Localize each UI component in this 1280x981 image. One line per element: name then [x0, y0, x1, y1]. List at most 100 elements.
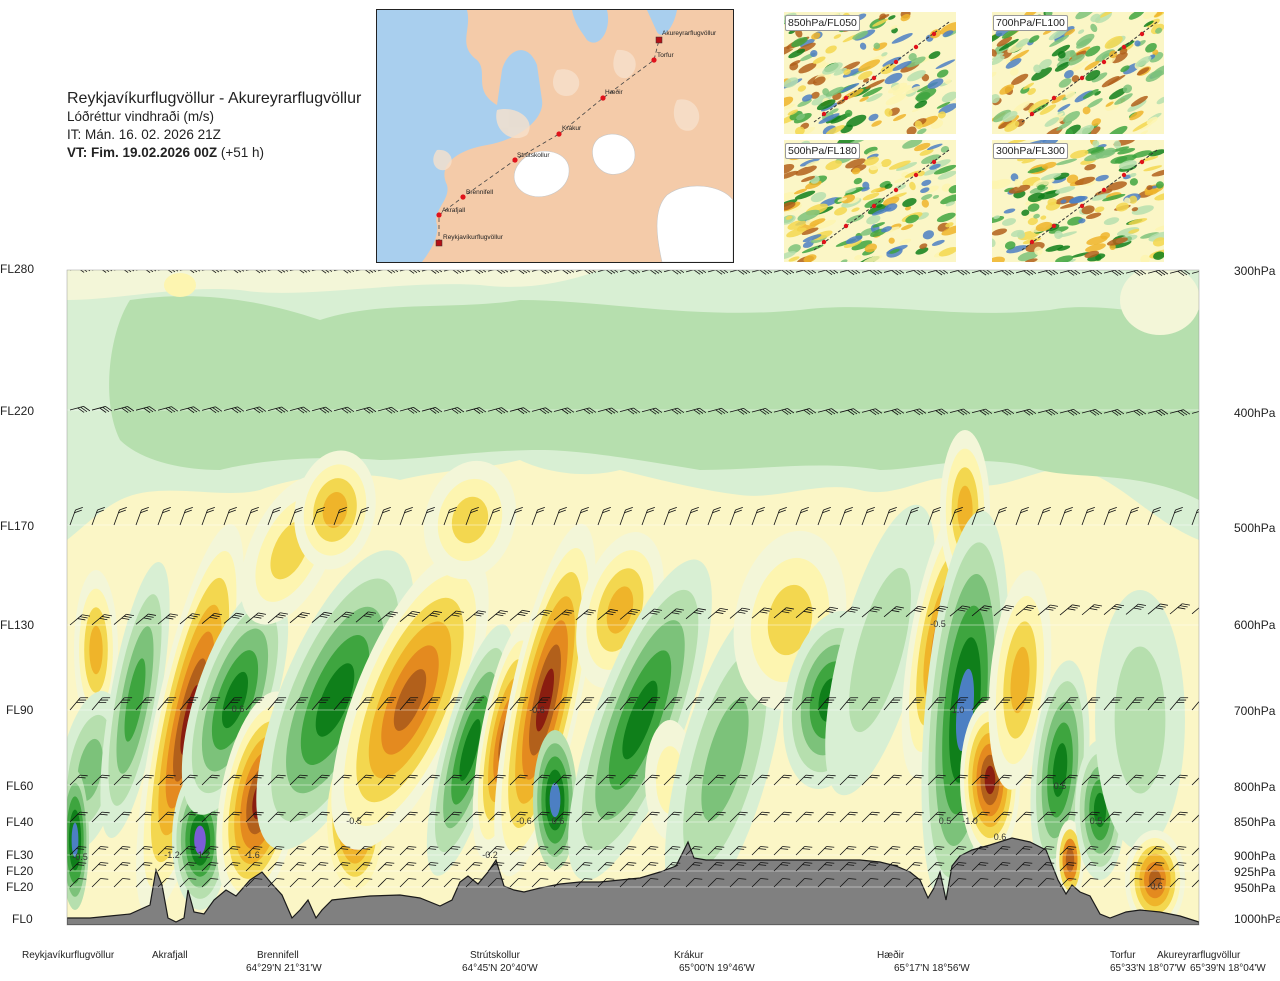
- barb-feather: [1090, 862, 1099, 864]
- contour-band: [701, 698, 749, 822]
- mini-cell: [825, 45, 837, 54]
- barb-staff: [311, 846, 321, 856]
- wind-barb: [311, 862, 329, 872]
- barb-feather: [126, 613, 135, 617]
- barb-feather: [672, 878, 681, 880]
- wind-barb: [377, 270, 399, 274]
- mini-cell: [1054, 61, 1070, 72]
- barb-feather: [1161, 270, 1169, 275]
- barb-feather: [913, 609, 922, 612]
- wind-barb: [619, 862, 637, 872]
- wind-barb: [971, 774, 990, 786]
- location-name: Akureyrarflugvöllur: [1157, 950, 1241, 961]
- mini-cell: [1024, 258, 1038, 262]
- wind-barb: [245, 406, 267, 414]
- barb-feather: [275, 776, 284, 779]
- mini-cell: [1001, 218, 1017, 226]
- barb-feather: [1154, 701, 1163, 703]
- barb-feather: [454, 270, 462, 274]
- barb-feather: [1177, 270, 1185, 277]
- wind-barb: [949, 846, 967, 856]
- barb-feather: [275, 270, 283, 274]
- barb-feather: [145, 774, 154, 777]
- barb-feather: [693, 270, 701, 275]
- barb-feather: [957, 609, 966, 612]
- mini-cell: [999, 84, 1015, 95]
- barb-feather: [605, 776, 614, 779]
- wind-barb: [355, 846, 373, 856]
- mini-cell: [1084, 153, 1104, 162]
- barb-feather: [984, 605, 993, 608]
- fl-label: FL20: [6, 880, 34, 894]
- mini-cell: [787, 219, 806, 230]
- barb-feather: [122, 699, 131, 701]
- barb-feather: [1025, 774, 1034, 777]
- mini-cell: [1038, 59, 1052, 70]
- barb-feather: [214, 613, 223, 616]
- barb-staff: [1147, 409, 1162, 414]
- barb-feather: [564, 408, 572, 414]
- mini-cell: [863, 78, 870, 83]
- barb-feather: [184, 509, 192, 514]
- barb-feather: [960, 697, 969, 699]
- barb-feather: [1048, 270, 1056, 275]
- barb-feather: [892, 846, 901, 848]
- barb-feather: [448, 509, 456, 514]
- wind-barb: [1191, 774, 1199, 786]
- barb-feather: [893, 774, 902, 777]
- barb-feather: [737, 813, 746, 816]
- barb-feather: [1178, 862, 1187, 864]
- barb-feather: [611, 407, 619, 413]
- mini-cell: [1111, 52, 1128, 64]
- barb-feather: [1003, 607, 1012, 610]
- mini-point: [1139, 31, 1145, 37]
- wind-barb: [311, 811, 330, 823]
- barb-feather: [410, 407, 418, 413]
- hpa-label: 500hPa: [1234, 521, 1276, 535]
- barb-feather: [691, 506, 699, 511]
- barb-feather: [743, 270, 751, 274]
- mini-cell: [1102, 193, 1126, 202]
- wind-barb: [795, 811, 814, 823]
- barb-feather: [123, 774, 132, 777]
- wind-barb: [773, 878, 791, 888]
- barb-feather: [428, 864, 437, 866]
- wind-barb: [685, 608, 707, 620]
- barb-staff: [795, 408, 810, 413]
- mini-cell: [924, 185, 939, 194]
- barb-feather: [432, 697, 441, 699]
- wind-barb: [663, 270, 685, 275]
- wind-barb: [245, 846, 263, 856]
- barb-feather: [999, 506, 1007, 511]
- barb-feather: [435, 407, 443, 413]
- mini-cell: [1007, 140, 1030, 145]
- mini-cell: [942, 30, 954, 38]
- barb-feather: [165, 776, 174, 779]
- mini-cell: [1064, 70, 1074, 79]
- mini-cell: [1010, 49, 1030, 62]
- barb-feather: [627, 270, 635, 275]
- wind-barb: [1169, 846, 1187, 856]
- barb-feather: [628, 846, 637, 848]
- barb-feather: [738, 862, 747, 864]
- barb-feather: [677, 407, 685, 413]
- barb-staff: [883, 774, 895, 786]
- route-map: Akureyrarflugvöllur Torfur Hæðir Krákur …: [376, 9, 734, 263]
- barb-staff: [597, 407, 612, 412]
- wind-barb: [575, 811, 594, 823]
- wind-barb: [179, 270, 201, 274]
- barb-feather: [253, 776, 262, 779]
- barb-feather: [742, 607, 751, 610]
- barb-staff: [135, 846, 145, 856]
- mini-cell: [1084, 60, 1100, 71]
- barb-feather: [737, 270, 745, 275]
- mini-cell: [1053, 172, 1070, 180]
- mini-cell: [797, 99, 812, 107]
- wind-barb: [267, 612, 289, 624]
- barb-feather: [1023, 813, 1032, 816]
- wind-barb: [619, 270, 641, 275]
- barb-staff: [707, 774, 719, 786]
- barb-feather: [146, 697, 155, 699]
- barb-staff: [1169, 409, 1184, 414]
- barb-feather: [385, 270, 393, 274]
